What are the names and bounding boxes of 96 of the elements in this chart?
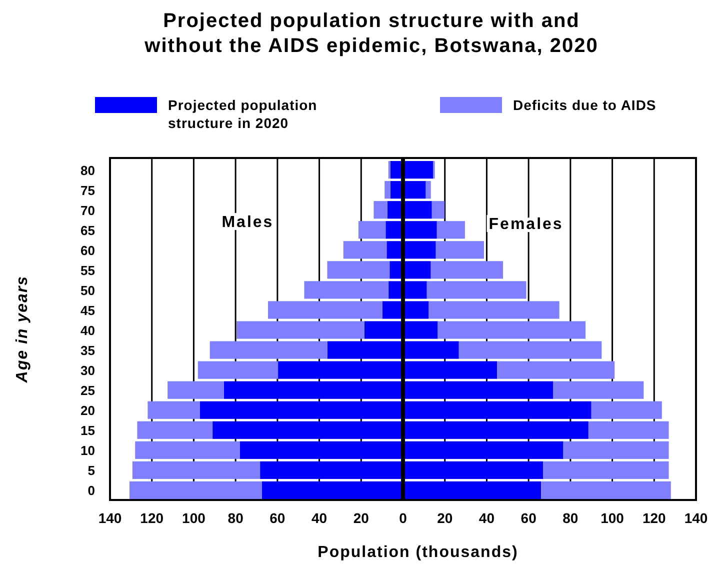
bar: [327, 261, 390, 279]
bar: [129, 481, 262, 499]
bar: [438, 321, 586, 339]
y-tick-label: 50: [80, 282, 95, 298]
y-tick-label: 5: [88, 463, 95, 478]
bar: [403, 201, 432, 219]
y-tick-label: 30: [80, 363, 95, 378]
bar: [224, 381, 403, 399]
bar: [403, 181, 426, 199]
y-axis-title: Age in years: [14, 275, 31, 384]
x-tick-label: 100: [600, 510, 624, 526]
y-tick-label: 55: [80, 262, 95, 278]
bar: [260, 461, 403, 479]
bar: [436, 241, 484, 259]
x-tick-label: 140: [684, 510, 708, 526]
bar: [426, 281, 526, 299]
x-tick-label: 80: [562, 510, 578, 526]
bar: [374, 201, 388, 219]
bar: [403, 281, 427, 299]
legend-label: Projected population structure in 2020: [168, 97, 318, 131]
bar: [428, 301, 560, 319]
x-tick-label: 80: [228, 510, 244, 526]
bar: [403, 241, 436, 259]
y-tick-label: 40: [80, 323, 95, 338]
y-tick-label: 70: [80, 202, 95, 218]
bar: [210, 341, 328, 359]
y-tick-label: 65: [80, 222, 95, 238]
y-tick-label: 25: [80, 383, 95, 398]
bar: [403, 221, 437, 239]
bar: [430, 261, 504, 279]
bar: [403, 261, 431, 279]
bar: [384, 181, 390, 199]
bar: [403, 481, 542, 499]
bar: [436, 221, 465, 239]
bar: [403, 361, 498, 379]
bar: [403, 441, 564, 459]
bar: [563, 441, 669, 459]
y-tick-label: 20: [80, 403, 95, 418]
bar: [543, 461, 669, 479]
bar: [403, 161, 434, 179]
x-tick-label: 100: [182, 510, 206, 526]
x-tick-label: 60: [270, 510, 286, 526]
x-tick-label: 20: [353, 510, 370, 526]
y-tick-label: 0: [88, 483, 95, 498]
bar: [137, 421, 213, 439]
bar: [426, 181, 431, 199]
y-tick-label: 80: [80, 162, 95, 178]
bar: [358, 221, 386, 239]
bar: [382, 301, 403, 319]
y-tick-label: 10: [80, 443, 95, 458]
x-tick-label: 40: [311, 510, 328, 526]
y-tick-label: 35: [80, 343, 95, 358]
chart-title: Projected population structure with and without the AIDS epidemic, Botswana, 2020: [144, 10, 598, 57]
bar: [403, 321, 438, 339]
y-tick-label: 60: [80, 242, 95, 258]
bar: [240, 441, 403, 459]
bar: [403, 401, 592, 419]
x-tick-label: 40: [478, 510, 495, 526]
x-tick-label: 120: [140, 510, 164, 526]
bar: [541, 481, 671, 499]
bar: [132, 461, 260, 479]
bar: [304, 281, 389, 299]
bar: [343, 241, 387, 259]
bar: [403, 381, 554, 399]
legend-label: Deficits due to AIDS: [513, 97, 656, 113]
bar: [588, 421, 669, 439]
x-tick-label: 0: [399, 510, 408, 526]
bar: [403, 341, 459, 359]
bar: [236, 321, 364, 339]
bar: [212, 421, 403, 439]
x-tick-label: 120: [642, 510, 666, 526]
bar: [262, 481, 403, 499]
y-tick-label: 15: [80, 423, 95, 438]
x-tick-label: 140: [98, 510, 122, 526]
bar: [591, 401, 662, 419]
bar: [403, 421, 588, 439]
bar: [497, 361, 615, 379]
bar: [553, 381, 644, 399]
bar: [268, 301, 382, 319]
bar: [148, 401, 200, 419]
bar: [403, 461, 544, 479]
x-tick-label: 20: [437, 510, 453, 526]
bar: [168, 381, 224, 399]
x-tick-label: 60: [520, 510, 537, 526]
bar: [198, 361, 278, 379]
bar: [403, 301, 429, 319]
bar: [278, 361, 403, 379]
y-tick-label: 45: [80, 302, 95, 318]
bar: [327, 341, 403, 359]
bar: [458, 341, 602, 359]
x-axis-title: Population (thousands): [318, 544, 518, 561]
bar: [364, 321, 403, 339]
bar: [200, 401, 403, 419]
y-tick-label: 75: [80, 182, 95, 198]
bar: [135, 441, 240, 459]
bar: [432, 201, 444, 219]
